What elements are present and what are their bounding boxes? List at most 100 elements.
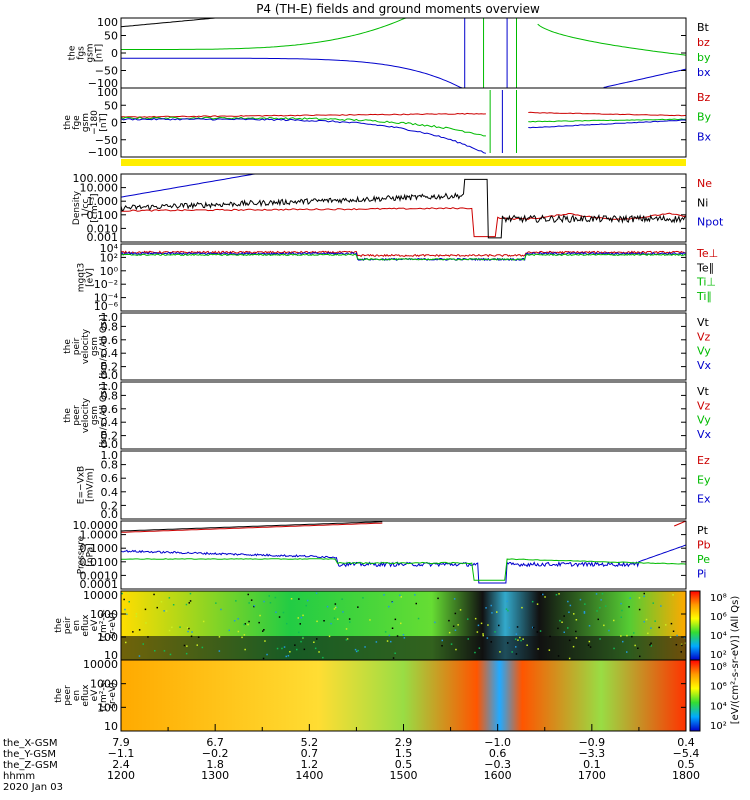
spectrogram-pixel	[498, 624, 500, 627]
spectrogram-pixel	[675, 644, 678, 646]
panel-frame-peir_velocity	[120, 312, 687, 381]
spectrogram-pixel	[160, 601, 163, 603]
legend-By: By	[697, 111, 712, 124]
spectrogram-pixel	[485, 607, 487, 609]
spectrogram-pixel	[147, 636, 149, 638]
spectrogram-pixel	[600, 599, 602, 601]
legend-Vz: Vz	[697, 330, 711, 343]
ytick-label: 0.100	[87, 209, 119, 222]
legend-bz: bz	[697, 36, 710, 49]
legend-Te∥: Te∥	[696, 261, 714, 274]
spectrogram-pixel	[620, 602, 622, 605]
spectrogram-pixel	[650, 645, 652, 647]
spectrogram-pixel	[539, 630, 542, 632]
ytick-label: 10000	[83, 589, 118, 602]
spectrogram-pixel	[441, 639, 443, 642]
spectrogram-pixel	[333, 617, 336, 619]
ylabel-line: (cm²-s-	[99, 679, 109, 711]
ytick-label: 50	[104, 99, 118, 112]
spectrogram-pixel	[474, 617, 477, 620]
trace-by-right	[537, 23, 687, 56]
spectrogram-pixel	[490, 604, 492, 607]
legend-Npot: Npot	[697, 216, 724, 229]
panel-frame-temperature	[120, 243, 687, 312]
ylabel-line: the	[63, 115, 73, 130]
ytick-label: −50	[95, 134, 118, 147]
spectrogram-pixel	[608, 629, 610, 632]
spectrogram-pixel	[326, 605, 329, 608]
spectrogram-pixel	[680, 643, 683, 646]
spectrogram-pixel	[345, 628, 348, 630]
ylabel-line: −180	[90, 110, 100, 135]
ylabel-line: peer	[72, 405, 82, 426]
ytick-label: 0	[111, 117, 118, 130]
spectrogram-pixel	[516, 626, 519, 628]
spectrogram-pixel	[386, 640, 389, 642]
spectrogram-pixel	[491, 612, 493, 614]
spectrogram-pixel	[168, 597, 171, 599]
spectrogram-pixel	[394, 652, 396, 654]
spectrogram-pixel	[544, 596, 546, 598]
spectrogram-pixel	[289, 651, 291, 653]
colorbar-title: [eV/(cm²-s-sr-eV)] (All Qs)	[730, 596, 741, 725]
spectrogram-pixel	[156, 606, 158, 609]
ytick-label: 0.6	[101, 334, 119, 347]
spectrogram-pixel	[283, 646, 286, 648]
ytick-label: 10	[104, 649, 118, 662]
colorbar-label: 10²	[710, 721, 727, 732]
colorbar-label: 10⁶	[710, 682, 727, 693]
spectrogram-pixel	[548, 649, 551, 651]
ephemeris-value: −0.2	[202, 747, 229, 760]
ylabel-line: fgs	[77, 46, 87, 60]
spectrogram-pixel	[316, 638, 318, 640]
legend-Vy: Vy	[697, 414, 711, 427]
spectrogram-pixel	[399, 594, 401, 597]
panel-frame-fgs	[120, 17, 687, 89]
spectrogram-pixel	[362, 597, 364, 599]
spectrogram-pixel	[521, 606, 523, 609]
spectrogram-pixel	[603, 624, 605, 627]
spectrogram-pixel	[189, 600, 192, 602]
spectrogram-pixel	[322, 656, 324, 659]
spectrogram-pixel	[579, 598, 582, 601]
ytick-label: 100	[97, 16, 118, 29]
spectrogram-pixel	[275, 611, 277, 613]
ylabel-line: [km/s (All Qs)]	[99, 314, 109, 378]
ytick-label: 0.8	[101, 389, 119, 402]
spectrogram-pixel	[660, 605, 662, 607]
spectrogram-pixel	[597, 618, 599, 621]
spectrogram-pixel	[142, 643, 144, 645]
ytick-label: 0.6	[101, 472, 119, 485]
ylabel-line: eV	[90, 689, 100, 702]
legend-bx: bx	[697, 66, 711, 79]
spectrogram-pixel	[202, 620, 205, 623]
ytick-label: 1.0000	[80, 529, 119, 542]
spectrogram-pixel	[263, 600, 265, 603]
spectrogram-pixel	[542, 593, 544, 596]
spectrogram-pixel	[247, 623, 249, 626]
spectrogram-pixel	[639, 655, 641, 658]
spectrogram-pixel	[154, 650, 156, 652]
ylabel-line: [km/s (All Qs)]	[99, 383, 109, 447]
spectrogram-pixel	[643, 592, 645, 595]
spectrogram-pixel	[507, 642, 509, 644]
ylabel-line: the	[68, 45, 78, 60]
ylabel-line: Density	[72, 190, 82, 225]
spectrogram-pixel	[417, 617, 420, 620]
ytick-label: 10	[104, 720, 118, 733]
legend-Pe: Pe	[697, 553, 710, 566]
spectrogram-pixel	[645, 618, 648, 621]
spectrogram-pixel	[583, 611, 586, 613]
ytick-label: 0.6	[101, 403, 119, 416]
spectrogram-pixel	[494, 631, 496, 633]
ytick-label: 50	[104, 30, 118, 43]
ytick-label: −50	[95, 65, 118, 78]
spectrogram-pixel	[507, 609, 509, 612]
spectrogram-pixel	[189, 592, 192, 595]
spectrogram-pixel	[262, 657, 265, 660]
spectrogram-pixel	[299, 623, 301, 625]
spectrogram-pixel	[259, 614, 261, 617]
spectrogram-pixel	[263, 629, 265, 631]
legend-Pb: Pb	[697, 539, 711, 552]
ytick-label: 0.2	[101, 499, 119, 512]
